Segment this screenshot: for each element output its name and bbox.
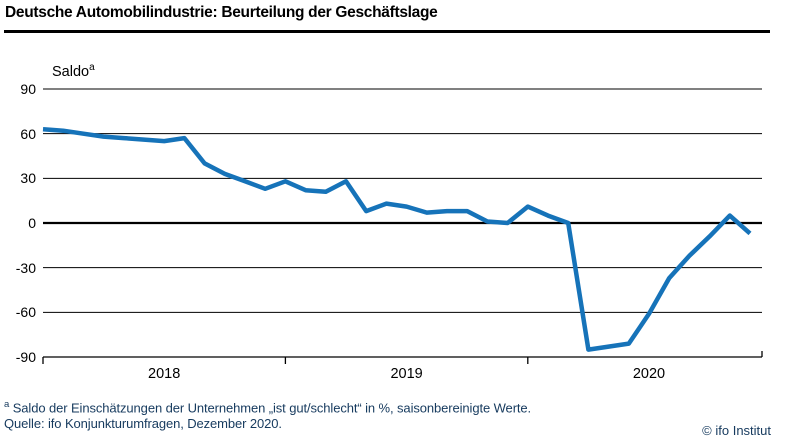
y-tick-label: -60	[15, 304, 36, 321]
x-tick-label-year: 2020	[632, 366, 666, 382]
footnote-definition: a Saldo der Einschätzungen der Unternehm…	[4, 399, 531, 415]
plot-area	[42, 88, 763, 364]
x-tick-label-year: 2018	[148, 366, 181, 382]
y-tick-label: 0	[28, 215, 36, 231]
footnote-definition-text: Saldo der Einschätzungen der Unternehmen…	[12, 400, 532, 416]
y-tick-label: -90	[15, 349, 36, 365]
y-tick-label: 60	[20, 125, 36, 142]
y-tick-label: 30	[20, 170, 36, 187]
title-divider	[4, 30, 770, 33]
chart-title: Deutsche Automobilindustrie: Beurteilung…	[5, 4, 438, 21]
y-axis-title: Saldoa	[52, 62, 95, 80]
data-line-geschaeftslage	[42, 126, 752, 352]
x-axis-tick-labels: 2018 2019 2020	[43, 366, 762, 386]
y-axis-tick-labels: 90 60 30 0 -30 -60 -90	[0, 81, 36, 365]
y-tick-label: -30	[15, 259, 36, 276]
footnote-source: Quelle: ifo Konjunkturumfragen, Dezember…	[4, 416, 282, 431]
copyright-notice: © ifo Institut	[702, 423, 771, 438]
x-tick-label-year: 2019	[390, 366, 423, 382]
y-axis-title-text: Saldo	[52, 63, 90, 80]
footnote-marker: a	[4, 399, 10, 410]
line-chart-svg	[42, 88, 763, 364]
y-axis-title-footnote-marker: a	[89, 62, 95, 73]
y-tick-label: 90	[20, 81, 36, 97]
